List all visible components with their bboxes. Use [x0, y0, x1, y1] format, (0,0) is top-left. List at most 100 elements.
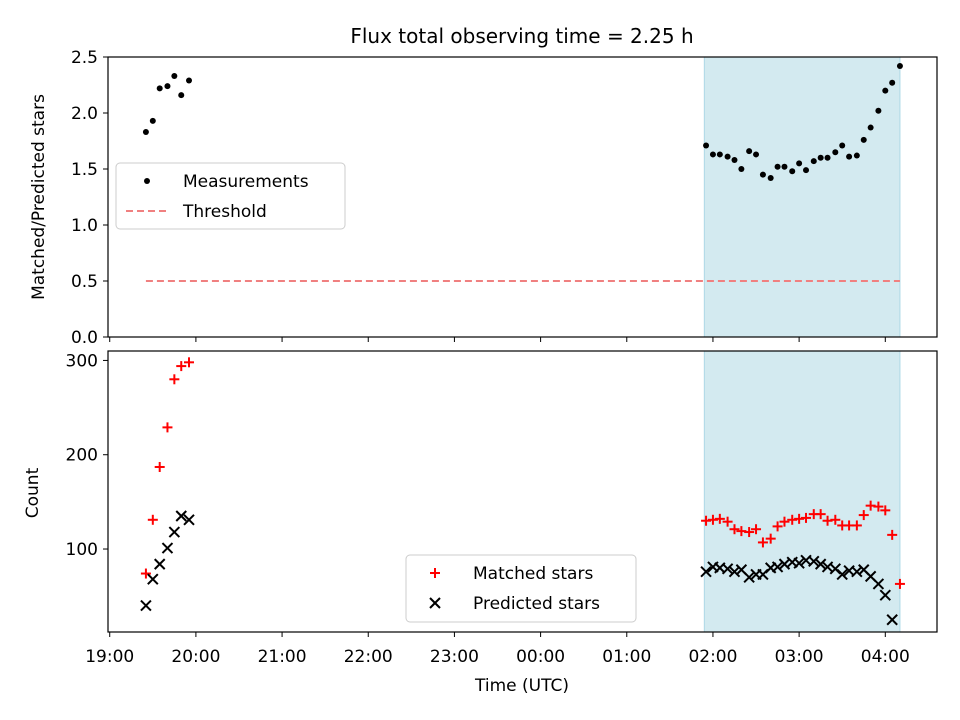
- predicted-point-6: [183, 514, 195, 526]
- top-plot-frame: [107, 56, 938, 338]
- x-tick-label-3: 22:00: [344, 647, 393, 667]
- legend-threshold-label: Threshold: [182, 202, 267, 222]
- top-y-tick-label-4: 2.0: [71, 104, 98, 124]
- matched-point-6: [184, 357, 195, 368]
- measurement-point-29: [860, 136, 867, 143]
- x-tick-label-8: 03:00: [775, 647, 824, 667]
- measurements-series: [142, 62, 903, 181]
- matched-point-17: [772, 521, 783, 532]
- legend-matched-label: Matched stars: [473, 564, 593, 584]
- measurement-point-31: [875, 107, 882, 114]
- top-y-tick-label-5: 2.5: [71, 48, 98, 68]
- predicted-point-0: [140, 599, 152, 612]
- measurement-point-13: [746, 148, 753, 155]
- matched-point-11: [729, 524, 740, 535]
- legend-measurements-marker: [144, 178, 150, 184]
- measurement-point-33: [889, 79, 896, 86]
- measurement-point-14: [753, 151, 760, 158]
- top-y-tick-label-0: 0.0: [71, 328, 98, 348]
- predicted-point-1: [147, 573, 159, 585]
- matched-point-2: [154, 461, 165, 472]
- measurement-point-24: [824, 154, 831, 161]
- top-x-ticks: [109, 337, 886, 342]
- bottom-legend: Matched stars Predicted stars: [405, 554, 637, 623]
- predicted-point-20: [793, 557, 805, 569]
- matched-point-3: [162, 422, 173, 433]
- top-y-tick-label-2: 1.0: [71, 216, 98, 236]
- measurement-point-20: [796, 160, 803, 167]
- matched-point-23: [815, 509, 826, 520]
- matched-point-25: [830, 514, 841, 525]
- x-tick-label-4: 23:00: [430, 647, 479, 667]
- matched-point-34: [894, 578, 905, 589]
- measurement-point-28: [853, 152, 860, 159]
- legend-predicted-marker: [429, 597, 441, 609]
- matched-point-15: [757, 537, 768, 548]
- measurement-point-5: [178, 92, 185, 99]
- predicted-point-11: [728, 565, 741, 578]
- matched-point-10: [722, 516, 733, 527]
- matched-point-5: [176, 361, 187, 372]
- matched-point-21: [801, 512, 812, 523]
- predicted-point-4: [168, 526, 181, 538]
- measurement-point-32: [882, 87, 889, 94]
- bottom-x-axis: 19:00 20:00 21:00 22:00 23:00 00:00 01:00 02:00…: [85, 632, 910, 667]
- measurement-point-10: [724, 153, 731, 160]
- measurement-point-2: [156, 85, 163, 92]
- x-tick-label-1: 20:00: [171, 647, 220, 667]
- x-tick-label-9: 04:00: [861, 647, 910, 667]
- matched-point-4: [169, 374, 180, 385]
- bottom-y-axis: 100 200 300: [66, 351, 108, 560]
- matched-point-31: [873, 501, 884, 512]
- measurement-point-3: [164, 83, 171, 90]
- bottom-panel: 19:00 20:00 21:00 22:00 23:00 00:00 01:00 02:00…: [23, 350, 938, 696]
- legend-measurements-label: Measurements: [183, 172, 309, 192]
- matched-point-33: [887, 529, 898, 540]
- matched-point-28: [851, 520, 862, 531]
- x-axis-label: Time (UTC): [474, 676, 569, 696]
- legend-predicted-label: Predicted stars: [473, 594, 600, 614]
- matched-point-0: [140, 568, 151, 579]
- x-tick-label-0: 19:00: [85, 647, 134, 667]
- matched-point-14: [751, 524, 762, 535]
- measurement-point-4: [171, 73, 178, 80]
- bottom-series: [140, 357, 905, 626]
- bottom-y-axis-label: Count: [23, 467, 43, 518]
- matched-point-16: [765, 533, 776, 544]
- bottom-plot-frame: [107, 350, 938, 633]
- predicted-point-23: [814, 558, 827, 570]
- measurement-point-6: [186, 77, 193, 84]
- predicted-point-3: [161, 542, 174, 554]
- predicted-point-10: [721, 563, 734, 575]
- x-tick-label-5: 00:00: [516, 647, 565, 667]
- predicted-point-28: [851, 565, 863, 578]
- predicted-point-5: [175, 510, 187, 522]
- x-tick-label-6: 01:00: [602, 647, 651, 667]
- legend-matched-marker: [430, 568, 440, 578]
- measurement-point-9: [716, 151, 723, 158]
- bottom-legend-box: [405, 554, 637, 623]
- x-tick-label-7: 02:00: [688, 647, 737, 667]
- top-y-tick-label-1: 0.5: [71, 272, 98, 292]
- measurement-point-27: [846, 153, 853, 160]
- measurement-point-19: [789, 168, 796, 175]
- measurement-point-22: [810, 158, 817, 165]
- measurement-point-8: [709, 151, 716, 158]
- measurement-point-23: [817, 154, 824, 161]
- chart-title: Flux total observing time = 2.25 h: [350, 24, 693, 48]
- measurement-point-12: [738, 166, 745, 172]
- measurement-point-34: [896, 62, 903, 69]
- top-y-axis: 0.0 0.5 1.0 1.5 2.0 2.5: [71, 48, 108, 348]
- matched-point-1: [147, 514, 158, 525]
- measurement-point-11: [731, 157, 738, 164]
- matched-point-13: [744, 527, 755, 538]
- bottom-y-tick-label-2: 300: [66, 351, 98, 371]
- top-y-axis-label: Matched/Predicted stars: [29, 94, 49, 300]
- measurement-point-7: [703, 142, 710, 149]
- predicted-point-13: [743, 571, 755, 584]
- bottom-highlight-span: [703, 350, 901, 633]
- x-tick-label-2: 21:00: [258, 647, 307, 667]
- measurement-point-1: [149, 117, 156, 124]
- measurement-point-21: [803, 167, 810, 174]
